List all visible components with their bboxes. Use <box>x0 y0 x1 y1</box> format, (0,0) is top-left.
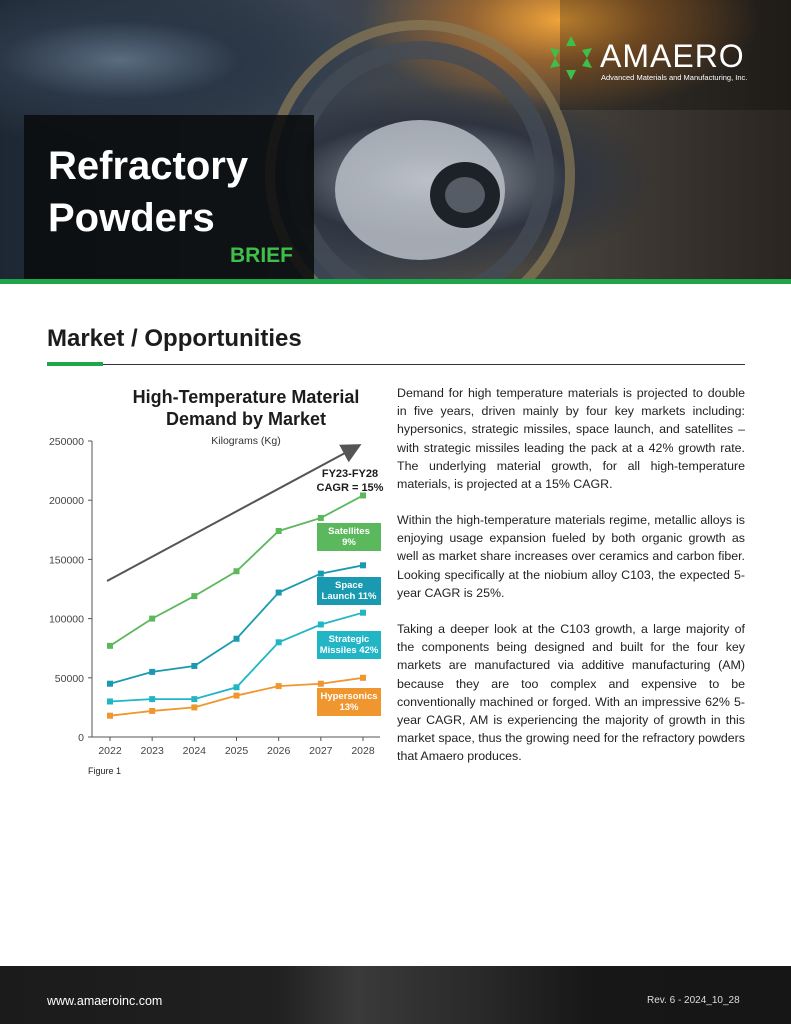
data-point <box>360 674 366 681</box>
series-label-text: 9% <box>342 537 356 548</box>
title-line: Refractory <box>48 144 249 188</box>
figure-caption: Figure 1 <box>88 766 121 776</box>
data-point <box>233 635 240 642</box>
data-point <box>233 684 240 691</box>
series-label-box <box>317 688 381 716</box>
data-point <box>191 696 198 703</box>
divider <box>47 364 745 365</box>
y-tick-label: 50000 <box>55 673 84 685</box>
paragraph: Within the high-temperature materials re… <box>397 513 745 600</box>
data-point <box>149 668 156 675</box>
data-point <box>149 615 156 622</box>
series-label-text: 13% <box>339 702 359 713</box>
title-line: Powders <box>48 196 215 240</box>
series-label-text: Space <box>335 580 363 591</box>
data-point <box>149 707 156 714</box>
data-point <box>233 692 240 699</box>
data-point <box>317 621 324 628</box>
x-tick-label: 2028 <box>351 745 375 757</box>
title-panel <box>24 115 314 280</box>
hero-art <box>265 0 791 280</box>
data-point <box>317 514 324 521</box>
document-subtitle: BRIEF <box>230 244 293 267</box>
y-tick-label: 200000 <box>49 495 84 507</box>
x-tick-label: 2023 <box>140 745 164 757</box>
data-point <box>360 562 366 569</box>
series-label-box <box>317 631 381 659</box>
data-point <box>107 680 113 687</box>
data-point <box>191 662 198 669</box>
data-point <box>191 704 198 711</box>
data-point <box>360 609 366 616</box>
annotation: FY23-FY28 <box>322 468 378 480</box>
series-label-text: Launch 11% <box>322 591 377 602</box>
data-point <box>275 683 282 690</box>
data-point <box>275 639 282 646</box>
footer-revision: Rev. 6 - 2024_10_28 <box>647 995 740 1006</box>
accent-bar <box>0 279 791 284</box>
data-point <box>317 680 324 687</box>
data-point <box>149 696 156 703</box>
divider-accent <box>47 362 103 366</box>
annotation: CAGR = 15% <box>317 482 384 494</box>
data-point <box>275 589 282 596</box>
series-label-box <box>317 523 381 551</box>
y-tick-label: 150000 <box>49 554 84 566</box>
series-label-box <box>317 577 381 605</box>
x-tick-label: 2026 <box>267 745 291 757</box>
data-point <box>191 593 198 600</box>
series-label-text: Hypersonics <box>320 691 377 702</box>
footer-url: www.amaeroinc.com <box>47 994 163 1008</box>
y-tick-label: 0 <box>78 732 84 744</box>
paragraph: Demand for high temperature materials is… <box>397 386 745 492</box>
data-point <box>233 568 240 575</box>
y-tick-label: 100000 <box>49 614 84 626</box>
logo-text: AMAERO <box>600 38 745 74</box>
section-title: Market / Opportunities <box>47 325 302 352</box>
series-label-text: Satellites <box>328 526 370 537</box>
paragraph: Taking a deeper look at the C103 growth,… <box>397 622 745 764</box>
chart-title: High-Temperature Material <box>133 387 360 407</box>
x-tick-label: 2025 <box>225 745 249 757</box>
data-point <box>360 492 366 499</box>
data-point <box>107 642 113 649</box>
x-tick-label: 2024 <box>183 745 207 757</box>
chart-title: Demand by Market <box>166 409 326 429</box>
x-tick-label: 2027 <box>309 745 333 757</box>
logo-tagline: Advanced Materials and Manufacturing, In… <box>601 73 748 82</box>
x-tick-label: 2022 <box>98 745 122 757</box>
trend-arrow <box>106 444 362 582</box>
footer <box>0 966 791 1024</box>
logo-icon <box>550 36 592 80</box>
data-point <box>107 712 113 719</box>
series-label-text: Missiles 42% <box>320 645 379 656</box>
axis-label: Kilograms (Kg) <box>211 435 280 447</box>
y-tick-label: 250000 <box>49 436 84 448</box>
data-point <box>275 527 282 534</box>
series-label-text: Strategic <box>329 634 370 645</box>
data-point <box>107 698 113 705</box>
data-point <box>317 570 324 577</box>
document-title: Refractory Powders <box>48 140 248 244</box>
